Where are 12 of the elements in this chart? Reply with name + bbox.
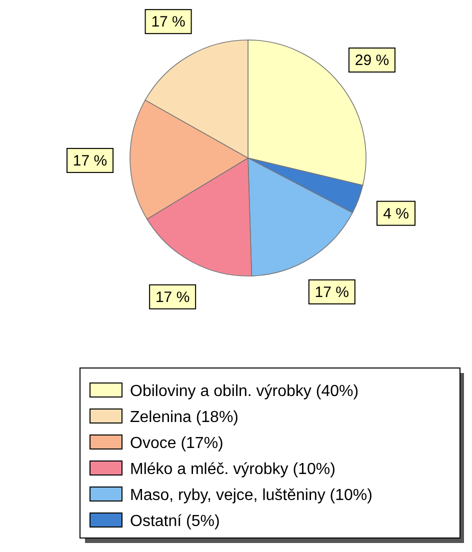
legend-label: Obiloviny a obiln. výrobky (40%): [130, 383, 359, 400]
legend-label: Mléko a mléč. výrobky (10%): [130, 461, 336, 478]
data-label: 17 %: [155, 288, 190, 306]
data-label: 17 %: [314, 284, 350, 301]
data-label: 17 %: [151, 14, 186, 31]
legend-label: Maso, ryby, vejce, luštěniny (10%): [130, 487, 372, 504]
legend-label: Ovoce (17%): [130, 435, 224, 452]
legend-label: Ostatní (5%): [130, 513, 220, 530]
legend-label: Zelenina (18%): [130, 409, 238, 426]
data-label: 29 %: [354, 52, 390, 70]
data-label: 17 %: [72, 152, 108, 170]
data-label: 4 %: [383, 205, 409, 222]
